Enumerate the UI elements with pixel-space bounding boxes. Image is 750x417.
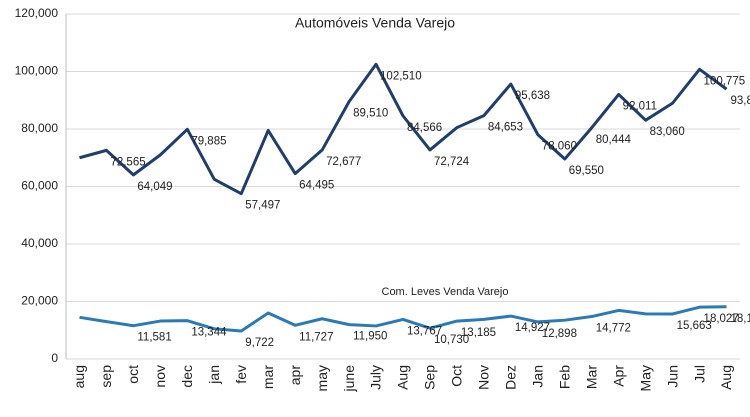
data-label: 84,653 — [488, 122, 523, 134]
data-label: 89,510 — [353, 108, 388, 120]
x-tick-label: Oct — [449, 365, 465, 387]
y-tick-label: 20,000 — [21, 294, 58, 308]
y-tick-label: 120,000 — [15, 6, 59, 20]
data-label: 14,927 — [515, 322, 550, 334]
x-tick-label: Dez — [503, 365, 519, 390]
y-tick-label: 60,000 — [21, 179, 58, 193]
x-tick-label: sep — [98, 365, 114, 388]
x-tick-label: nov — [152, 365, 168, 388]
x-tick-label: dec — [179, 365, 195, 388]
x-tick-label: Feb — [556, 365, 572, 389]
data-label: 9,722 — [245, 337, 274, 349]
data-label: 64,495 — [299, 180, 334, 192]
data-label: 57,497 — [245, 200, 280, 212]
data-label: 95,638 — [515, 90, 550, 102]
data-label: 84,566 — [407, 122, 442, 134]
x-tick-label: Nov — [476, 365, 492, 390]
x-tick-label: Aug — [395, 365, 411, 390]
x-tick-label: apr — [287, 365, 303, 386]
x-tick-label: june — [341, 365, 357, 393]
data-label: 14,772 — [596, 323, 631, 335]
y-tick-label: 100,000 — [15, 64, 59, 78]
x-tick-label: Mar — [583, 365, 599, 389]
series-title: Com. Leves Venda Varejo — [382, 286, 509, 298]
x-tick-label: mar — [260, 365, 276, 389]
data-label: 11,727 — [299, 331, 333, 343]
data-label: 72,677 — [326, 156, 361, 168]
x-tick-label: aug — [71, 365, 87, 388]
x-tick-label: Jun — [664, 365, 680, 388]
line — [79, 305, 727, 333]
data-label: 80,444 — [596, 134, 632, 146]
x-tick-label: July — [368, 365, 384, 390]
data-label: 69,550 — [569, 165, 604, 177]
data-label: 93,876 — [731, 95, 750, 107]
data-label: 11,581 — [137, 332, 171, 344]
x-tick-label: may — [314, 365, 330, 391]
data-label: 102,510 — [380, 70, 422, 82]
data-label: 79,885 — [191, 135, 226, 147]
data-label: 18,166 — [731, 313, 750, 325]
x-tick-label: Apr — [610, 365, 626, 387]
x-tick-label: May — [637, 365, 653, 391]
x-tick-label: Jul — [691, 365, 707, 383]
data-label: 64,049 — [137, 181, 172, 193]
data-label: 92,011 — [623, 100, 657, 112]
data-label: 78,060 — [542, 141, 577, 153]
data-label: 72,565 — [110, 156, 145, 168]
x-tick-label: fev — [233, 365, 249, 384]
x-tick-label: Sep — [422, 365, 438, 390]
data-label: 100,775 — [704, 75, 746, 87]
data-label: 13,185 — [461, 327, 496, 339]
x-tick-label: jan — [206, 365, 222, 385]
data-label: 10,730 — [434, 334, 469, 346]
line — [79, 62, 728, 196]
data-label: 72,724 — [434, 156, 470, 168]
y-tick-label: 40,000 — [21, 236, 58, 250]
series-title: Automóveis Venda Varejo — [295, 15, 455, 31]
x-tick-label: Aug — [718, 365, 734, 390]
data-label: 13,767 — [407, 325, 442, 337]
data-label: 12,898 — [542, 328, 577, 340]
y-tick-label: 80,000 — [21, 121, 58, 135]
data-label: 15,663 — [677, 320, 712, 332]
y-tick-label: 0 — [51, 351, 58, 365]
data-label: 18,027 — [704, 313, 739, 325]
data-label: 13,344 — [191, 327, 227, 339]
data-label: 83,060 — [650, 126, 685, 138]
x-tick-label: oct — [125, 365, 141, 384]
x-tick-label: Jan — [530, 365, 546, 388]
data-label: 11,950 — [353, 331, 387, 343]
